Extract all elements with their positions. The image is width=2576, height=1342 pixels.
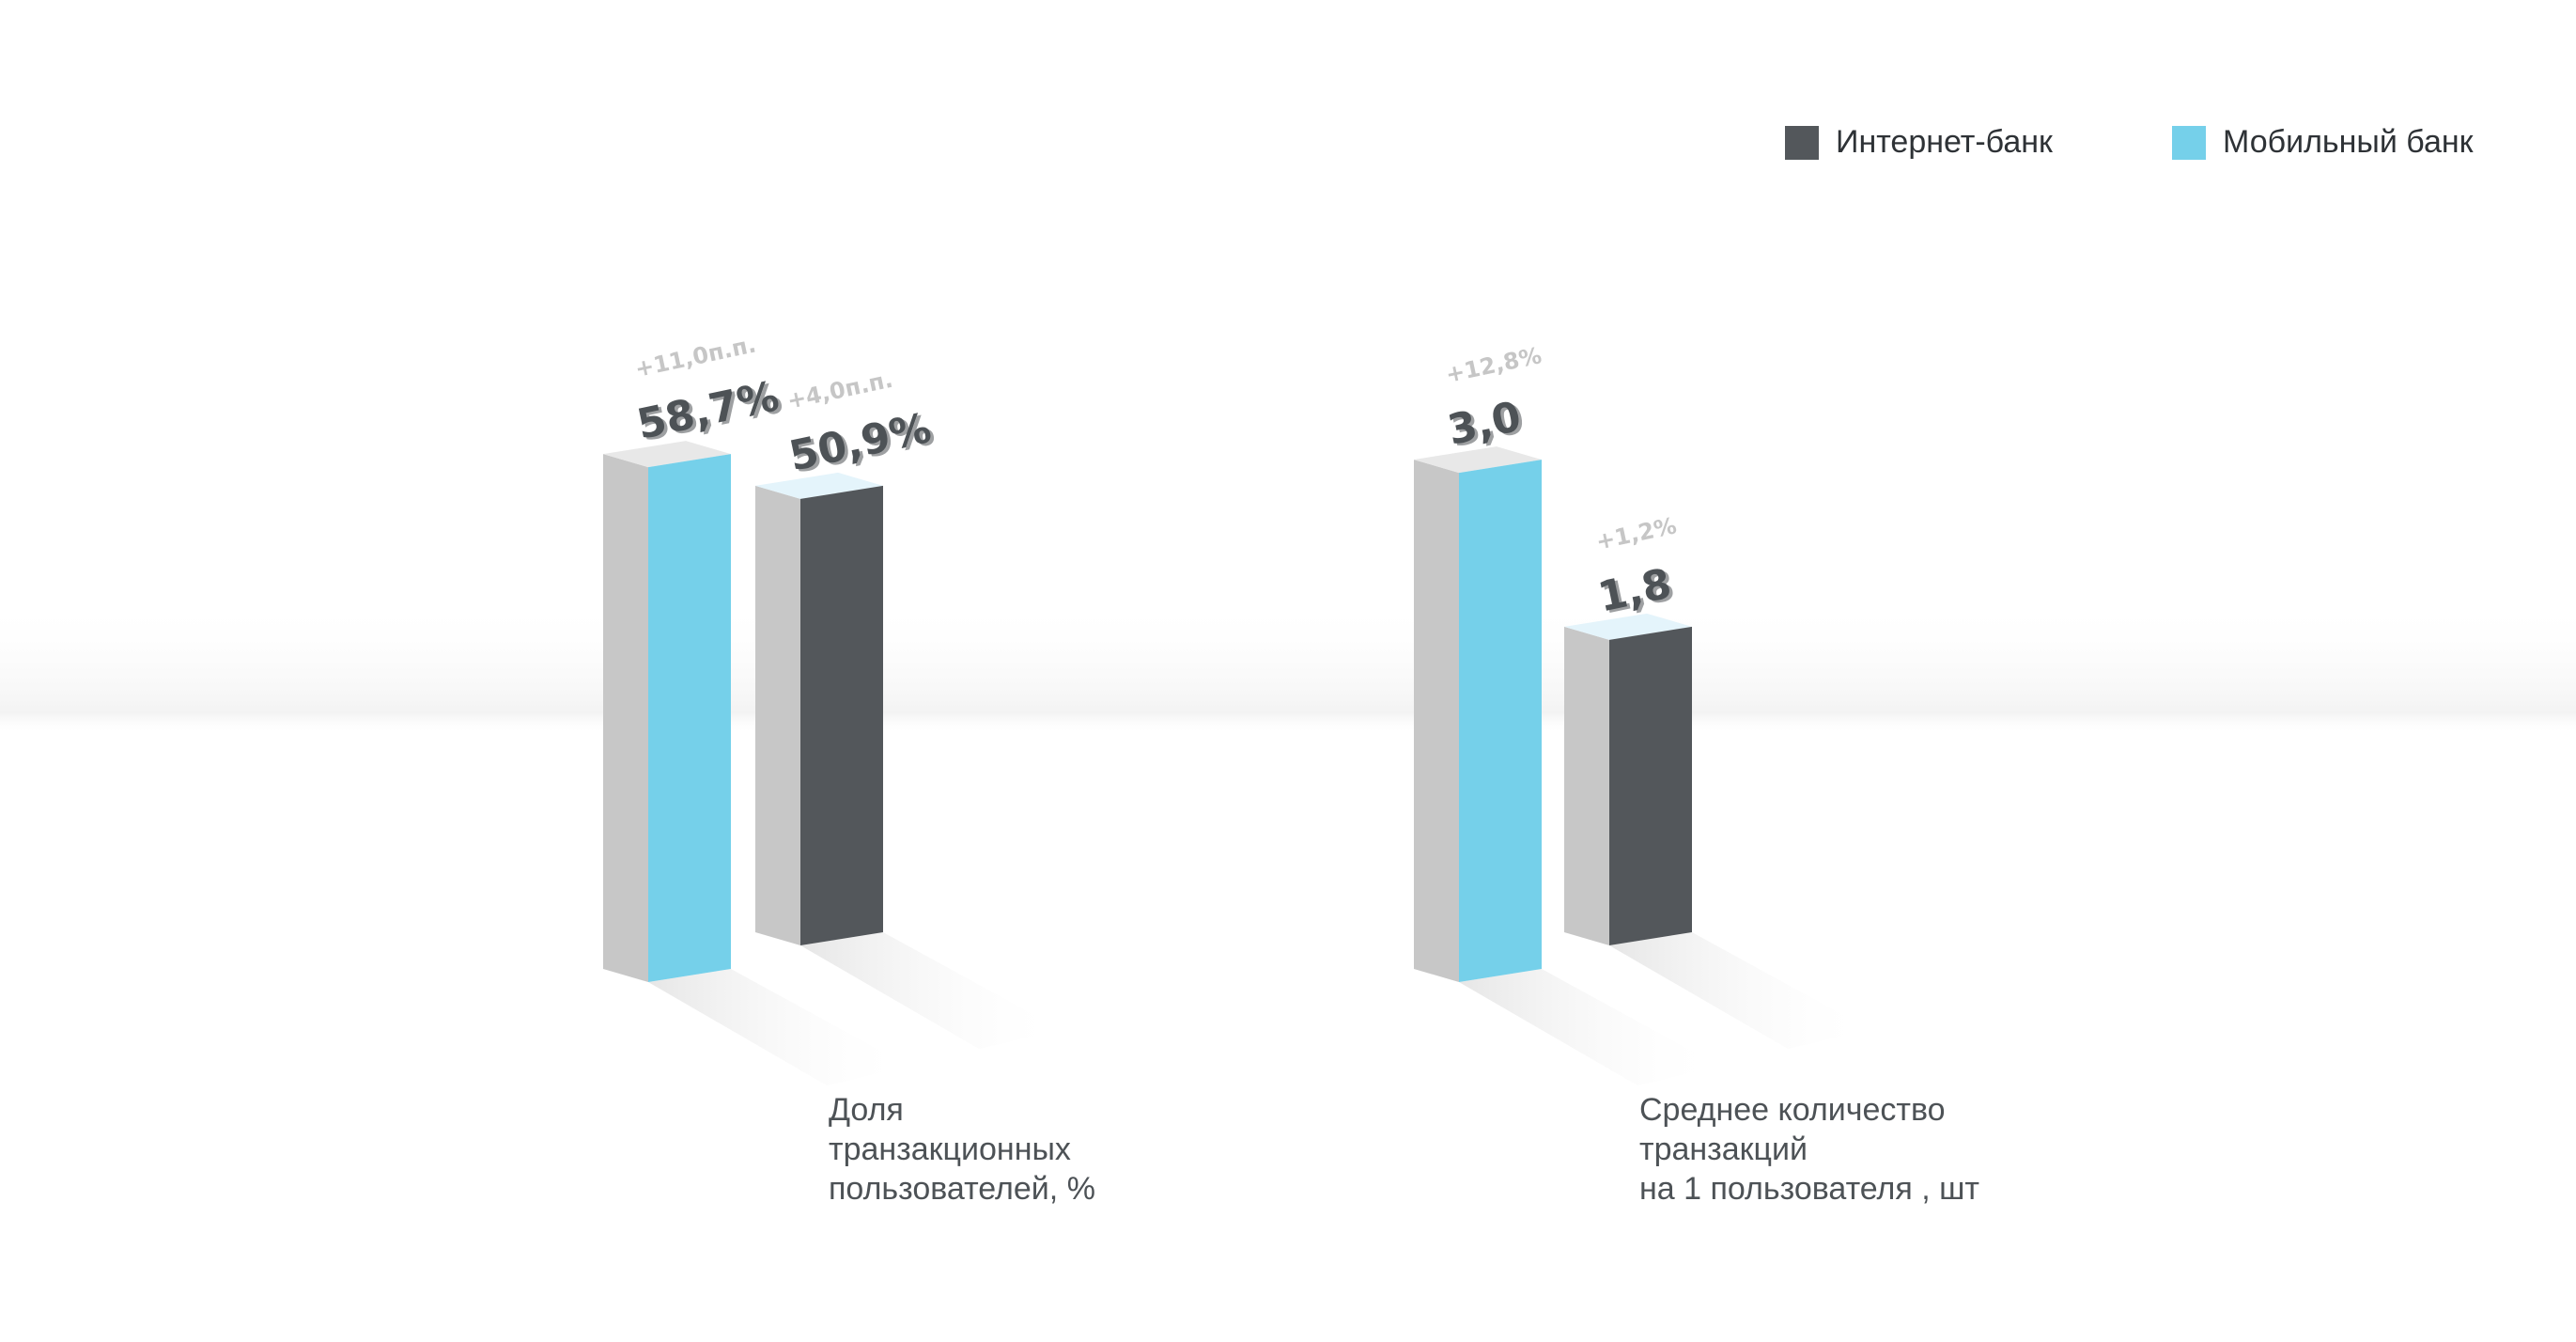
group-1-label-line: пользователей, %: [829, 1171, 1095, 1207]
group-2-internet-top: [1564, 613, 1692, 640]
group-2-mobile-shadow: [1459, 969, 1720, 1085]
group-2-mobile-change-label: +12,8%: [1443, 342, 1544, 388]
group-2-label: Среднее количество транзакций на 1 польз…: [1639, 1090, 1979, 1209]
group-2-internet-shadow: [1609, 932, 1870, 1049]
legend-internet-label: Интернет-банк: [1836, 124, 2053, 160]
legend-mobile: Мобильный банк: [2172, 124, 2474, 161]
group-1-label-line: Доля: [829, 1092, 904, 1128]
group-1-mobile-change-label: +11,0п.п.: [632, 331, 758, 382]
floor-gradient: [0, 601, 2576, 733]
group-1-mobile-shadow: [648, 969, 909, 1085]
group-2-label-line: на 1 пользователя , шт: [1639, 1171, 1979, 1207]
group-1-mobile-top: [603, 441, 731, 468]
group-2-label-line: Среднее количество: [1639, 1092, 1946, 1128]
group-2-internet-change-label: +1,2%: [1593, 512, 1679, 554]
group-2-mobile-top: [1414, 446, 1542, 474]
legend-mobile-label: Мобильный банк: [2223, 124, 2474, 160]
group-1-internet-shadow: [800, 932, 1062, 1049]
legend-internet-swatch: [1785, 125, 1819, 160]
group-1-mobile-bar: [648, 454, 731, 983]
group-1-internet-side: [755, 485, 800, 945]
group-2-mobile-value-label: 3,0: [1444, 393, 1526, 455]
group-2-internet-side: [1564, 626, 1609, 945]
legend-internet: Интернет-банк: [1785, 124, 2053, 161]
group-1-label: Доля транзакционных пользователей, %: [829, 1090, 1095, 1209]
group-1-label-line: транзакционных: [829, 1131, 1071, 1167]
group-2-mobile-side: [1414, 460, 1459, 982]
group-1-internet-bar: [800, 485, 883, 945]
legend-mobile-swatch: [2172, 125, 2206, 160]
group-2-label-line: транзакций: [1639, 1131, 1808, 1167]
group-1-internet-change-label: +4,0п.п.: [784, 367, 894, 414]
group-2-mobile-bar: [1459, 460, 1542, 982]
group-1-mobile-side: [603, 454, 648, 983]
group-1-internet-top: [755, 472, 883, 499]
group-2-internet-bar: [1609, 626, 1692, 945]
